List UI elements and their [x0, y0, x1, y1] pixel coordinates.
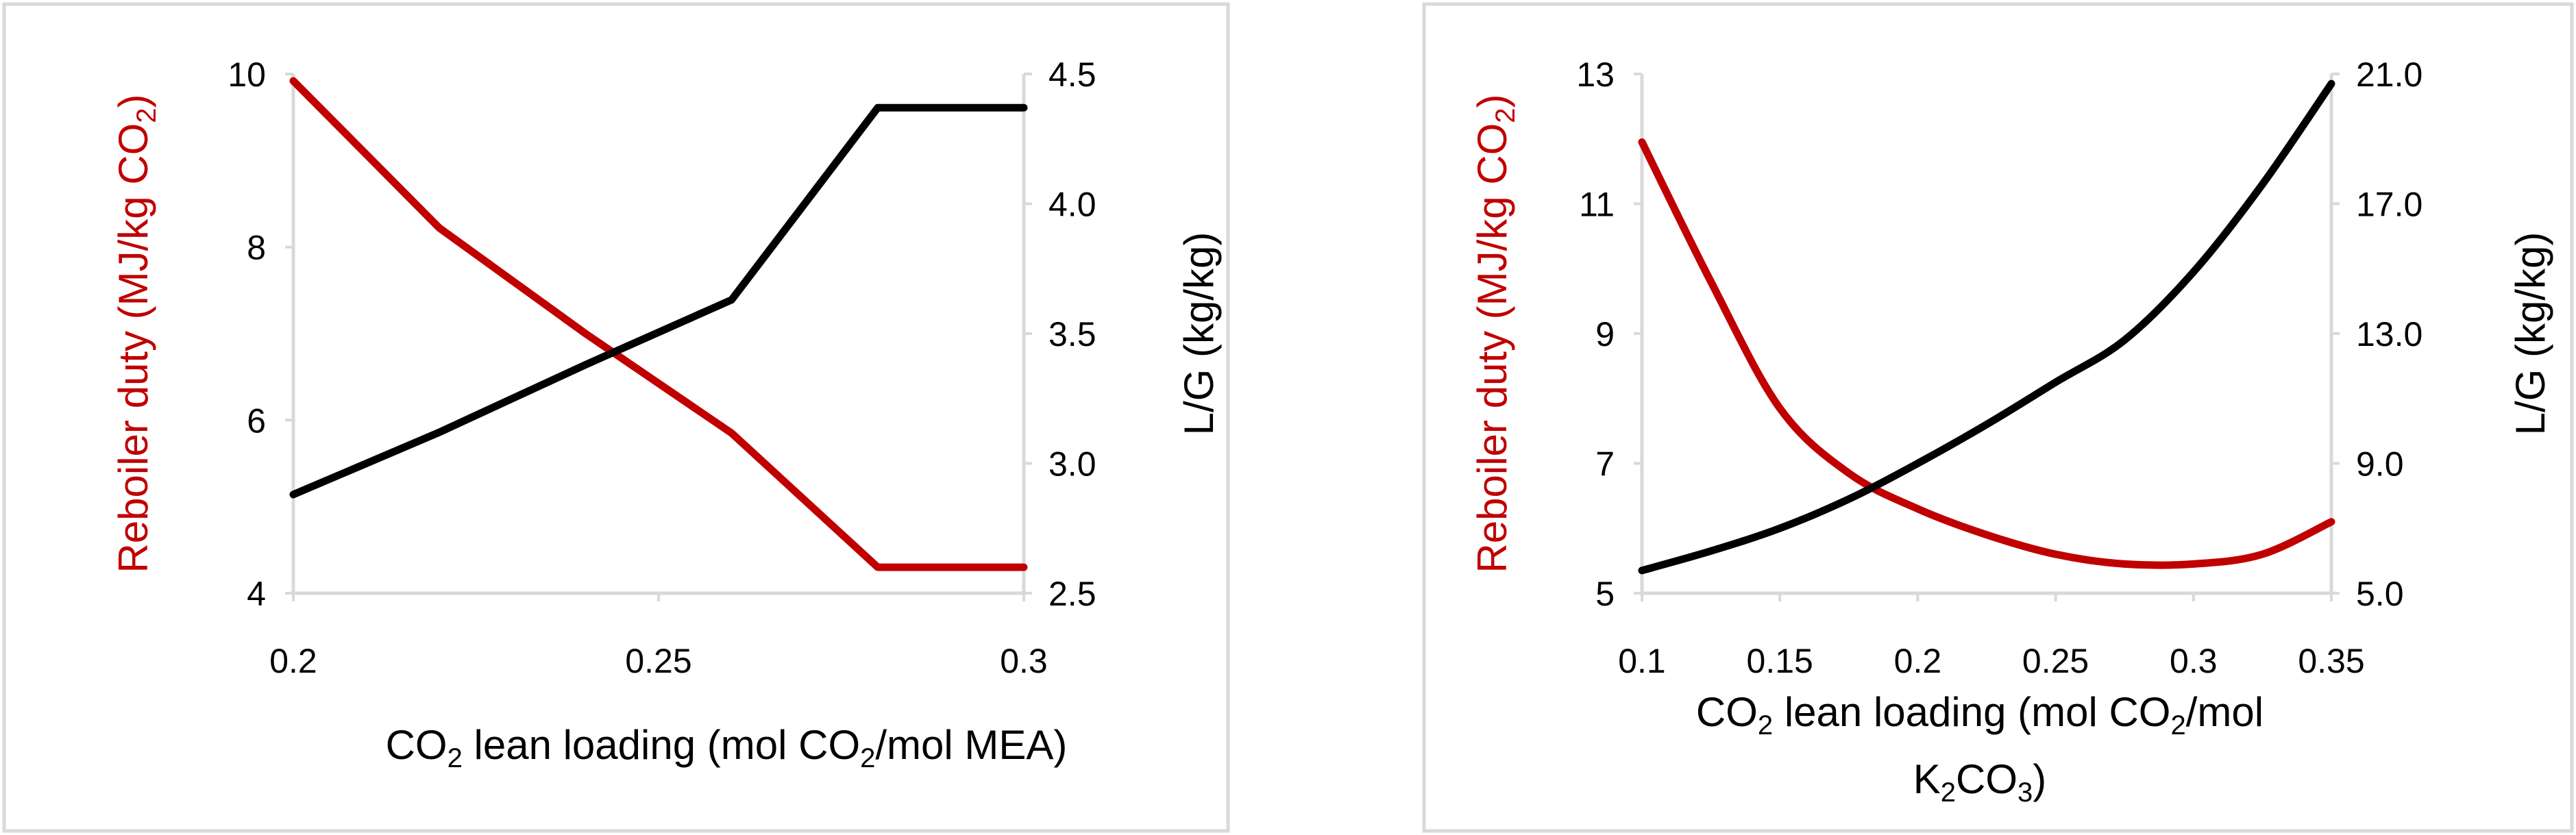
right-y-left-tick-label: 9 — [1595, 315, 1615, 353]
left-y-right-tick-label: 4.5 — [1048, 55, 1096, 94]
left-y-right-tick-label: 2.5 — [1048, 575, 1096, 613]
left-y-left-tick-label: 10 — [228, 55, 266, 94]
left-series — [289, 77, 1028, 571]
right-x-tick-label: 0.25 — [2022, 642, 2089, 680]
left-y-left-tick-label: 6 — [247, 401, 266, 440]
left-ylabel-left: Reboiler duty (MJ/kg CO2) — [110, 94, 162, 573]
right-ylabel-left: Reboiler duty (MJ/kg CO2) — [1469, 94, 1521, 573]
right-xlabel-line2: K2CO3) — [1913, 756, 2047, 808]
right-y-right-tick-label: 21.0 — [2356, 55, 2422, 94]
right-y-left-tick-label: 5 — [1595, 575, 1615, 613]
right-x-tick-label: 0.15 — [1747, 642, 1813, 680]
right-xlabel-line1: CO2 lean loading (mol CO2/mol — [1696, 689, 2264, 740]
right-y-left-tick-label: 11 — [1579, 186, 1615, 224]
left-x-tick-label: 0.25 — [625, 642, 691, 680]
left-y-right-tick-label: 3.0 — [1048, 445, 1096, 484]
left-y-left-tick-label: 8 — [247, 229, 266, 267]
left-chart-frame — [2, 2, 1230, 833]
right-x-tick-label: 0.2 — [1894, 642, 1942, 680]
left-x-tick-label: 0.2 — [269, 642, 317, 680]
left-chart: 0.2 0.25 0.3 4 6 8 10 2.5 3.0 3.5 4.0 4.5 Reboiler … — [110, 55, 1222, 773]
left-y-right-tick-label: 3.5 — [1048, 315, 1096, 353]
right-y-right-tick-label: 5.0 — [2356, 575, 2404, 613]
right-x-tick-label: 0.1 — [1618, 642, 1666, 680]
right-lg-line — [1638, 79, 2335, 575]
right-y-right-tick-label: 17.0 — [2356, 186, 2422, 224]
right-ylabel-right: L/G (kg/kg) — [2507, 232, 2553, 436]
right-y-left-tick-label: 13 — [1576, 55, 1615, 94]
right-y-left-tick-label: 7 — [1595, 445, 1615, 484]
right-series — [1638, 79, 2335, 575]
left-x-tick-label: 0.3 — [1000, 642, 1048, 680]
right-chart: 0.1 0.15 0.2 0.25 0.3 0.35 5 7 9 11 13 5.0 9.0 13.0 17… — [1469, 55, 2553, 808]
left-reboiler-duty-line — [289, 77, 1028, 571]
right-x-tick-label: 0.35 — [2298, 642, 2364, 680]
right-y-right-tick-label: 13.0 — [2356, 315, 2422, 353]
right-x-tick-label: 0.3 — [2170, 642, 2218, 680]
left-y-left-tick-label: 4 — [247, 575, 266, 613]
left-lg-line — [289, 103, 1028, 499]
left-y-right-tick-label: 4.0 — [1048, 186, 1096, 224]
left-xlabel: CO2 lean loading (mol CO2/mol MEA) — [386, 722, 1068, 773]
right-reboiler-duty-line — [1638, 138, 2335, 569]
left-ylabel-right: L/G (kg/kg) — [1176, 232, 1222, 436]
right-y-right-tick-label: 9.0 — [2356, 445, 2404, 484]
left-ticks: 0.2 0.25 0.3 4 6 8 10 2.5 3.0 3.5 4.0 4.5 — [228, 55, 1096, 680]
right-ticks: 0.1 0.15 0.2 0.25 0.3 0.35 5 7 9 11 13 5.0 9.0 13.0 17… — [1576, 55, 2422, 680]
